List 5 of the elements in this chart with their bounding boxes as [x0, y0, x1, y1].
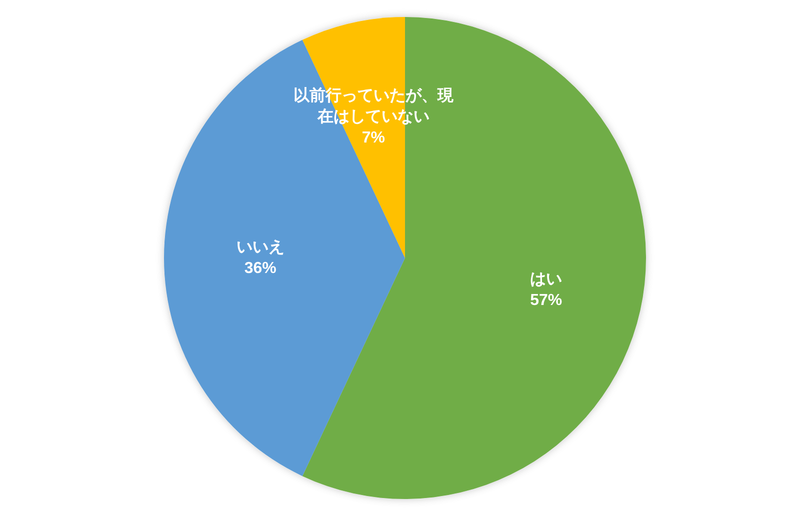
data-label: 7% [360, 128, 386, 148]
slice-label: いいえ [235, 238, 286, 258]
data-label: 57% [529, 290, 564, 311]
slice-label: はい [529, 270, 564, 290]
data-label: 36% [243, 259, 278, 279]
